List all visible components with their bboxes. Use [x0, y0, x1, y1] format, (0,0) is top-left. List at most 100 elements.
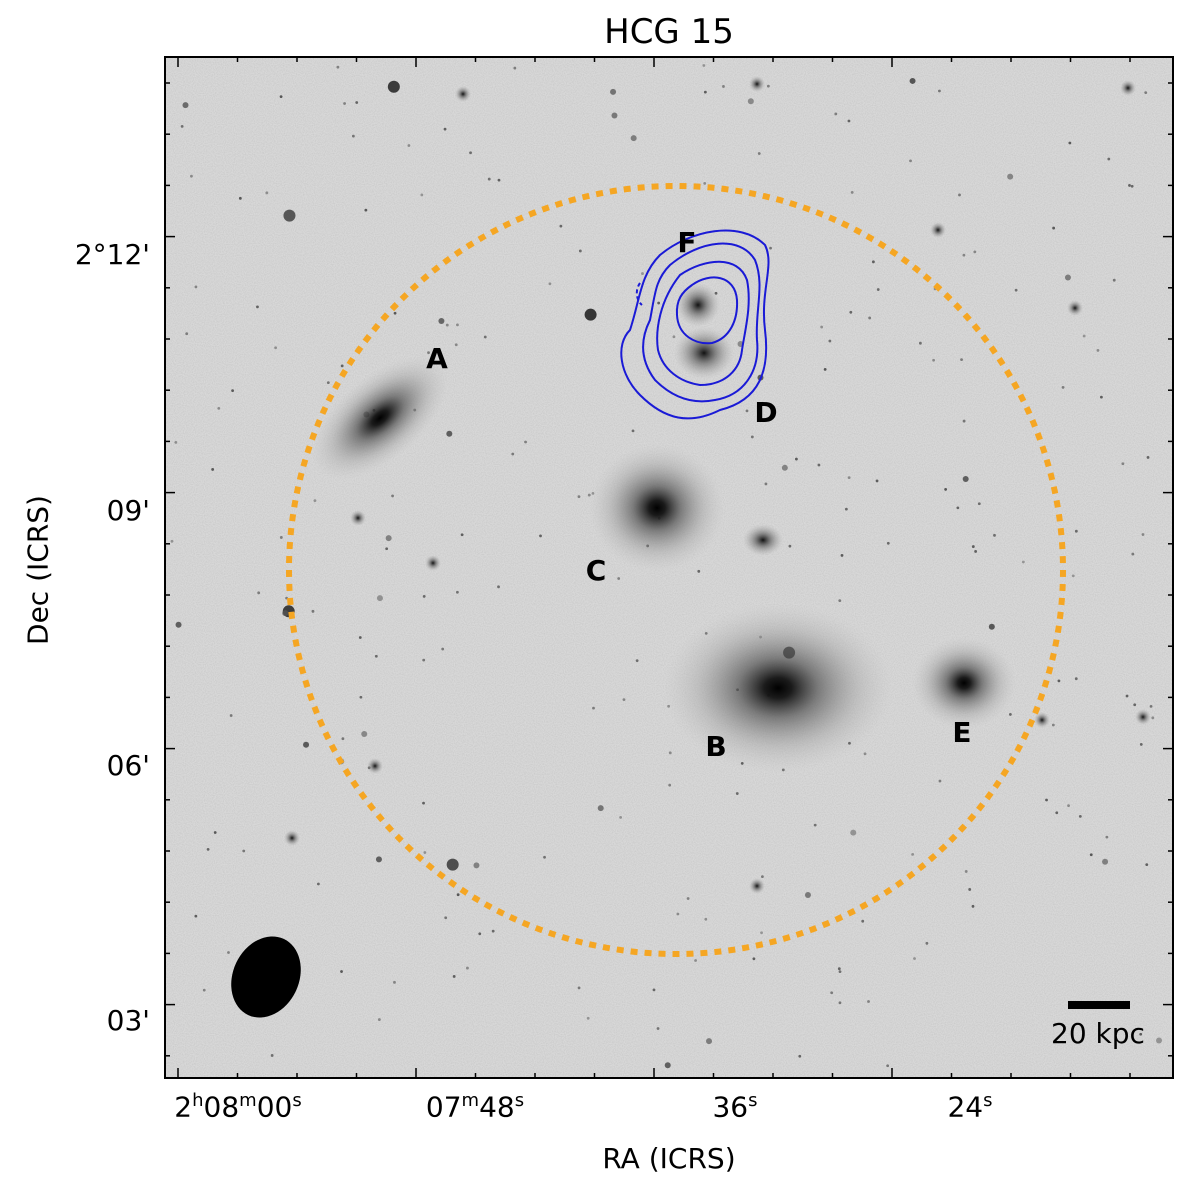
point-source — [361, 730, 368, 737]
point-source — [694, 959, 697, 962]
point-source — [761, 875, 764, 879]
point-source — [1105, 835, 1109, 839]
point-source — [487, 177, 491, 181]
point-source — [958, 193, 961, 197]
point-source — [1096, 348, 1100, 352]
point-source — [446, 858, 459, 871]
point-source — [387, 80, 400, 93]
point-source — [668, 751, 672, 755]
point-source — [340, 970, 343, 973]
point-source — [960, 358, 963, 362]
point-source — [635, 659, 639, 663]
point-source — [804, 891, 811, 898]
point-source — [925, 941, 929, 945]
point-source — [180, 125, 184, 128]
point-source — [1121, 462, 1125, 466]
point-source — [668, 783, 672, 787]
point-source — [391, 494, 394, 498]
x-tick-label: 24s — [947, 1090, 993, 1124]
point-source — [676, 912, 680, 916]
point-source — [1131, 552, 1135, 556]
point-source — [871, 260, 875, 264]
point-source — [849, 310, 853, 314]
bright-star — [1067, 300, 1083, 316]
point-source — [745, 409, 749, 413]
point-source — [511, 452, 515, 456]
point-source — [376, 595, 383, 602]
point-source — [1145, 863, 1149, 867]
point-source — [703, 90, 707, 94]
label-galaxy-b: B — [705, 730, 726, 763]
point-source — [1008, 713, 1012, 716]
point-source — [911, 852, 915, 856]
point-source — [422, 594, 426, 598]
point-source — [837, 967, 841, 971]
point-source — [838, 599, 842, 603]
point-source — [974, 550, 978, 553]
point-source — [672, 335, 676, 339]
point-source — [735, 792, 739, 795]
point-source — [610, 88, 617, 95]
point-source — [817, 463, 821, 467]
bright-star — [367, 758, 383, 774]
point-source — [938, 89, 941, 93]
scale-bar-label: 20 kpc — [1051, 1017, 1145, 1050]
point-source — [766, 84, 770, 88]
point-source — [844, 507, 848, 511]
point-source — [847, 476, 851, 480]
point-source — [190, 174, 193, 178]
bright-star — [1034, 712, 1050, 728]
point-source — [1078, 814, 1082, 818]
galaxy-c — [589, 444, 725, 572]
y-tick-label: 2°12' — [74, 238, 150, 271]
point-source — [351, 134, 355, 138]
point-source — [407, 144, 411, 147]
point-source — [1055, 811, 1059, 815]
point-source — [358, 636, 362, 639]
point-source — [473, 862, 480, 869]
point-source — [686, 897, 690, 900]
point-source — [194, 914, 198, 918]
point-source — [795, 457, 798, 461]
beam-ellipse — [231, 936, 301, 1018]
point-source — [977, 502, 981, 506]
point-source — [641, 272, 644, 275]
point-source — [1139, 1032, 1143, 1036]
axis-ticks — [165, 57, 1173, 1078]
x-tick-label: 07m48s — [425, 1090, 525, 1124]
galaxy-a — [311, 356, 449, 480]
point-source — [444, 916, 448, 920]
point-source — [909, 77, 916, 84]
x-tick-label: 2h08m00s — [174, 1090, 302, 1124]
point-source — [1112, 278, 1116, 282]
label-galaxy-f: F — [677, 226, 696, 259]
point-source — [617, 577, 621, 580]
bright-star — [455, 86, 471, 102]
point-source — [828, 339, 832, 343]
bright-star — [1120, 80, 1136, 96]
point-source — [868, 316, 872, 320]
galaxy-e — [912, 637, 1016, 729]
point-source — [211, 468, 215, 471]
point-source — [311, 609, 315, 613]
point-source — [456, 893, 460, 897]
point-source — [274, 346, 277, 350]
point-source — [543, 855, 546, 859]
figure-title: HCG 15 — [604, 12, 734, 52]
point-source — [422, 658, 426, 662]
bright-star — [350, 510, 366, 526]
point-source — [1139, 743, 1143, 746]
point-source — [316, 882, 320, 886]
point-source — [944, 488, 948, 491]
point-source — [256, 305, 259, 309]
galaxy-f — [676, 283, 720, 327]
point-source — [466, 966, 469, 970]
point-source — [441, 647, 445, 651]
point-source — [454, 343, 458, 347]
point-source — [971, 904, 975, 908]
point-source — [265, 191, 269, 195]
point-source — [460, 533, 464, 537]
point-source — [876, 288, 880, 291]
point-source — [231, 389, 234, 393]
